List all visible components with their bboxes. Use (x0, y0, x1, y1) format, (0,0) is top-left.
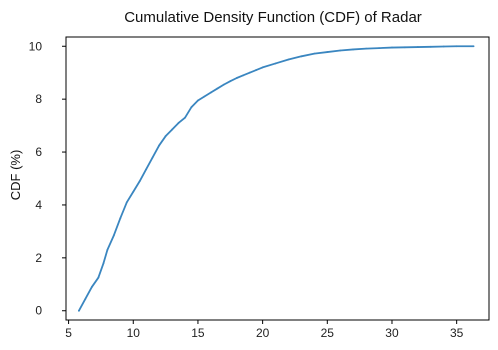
x-tick-label: 30 (385, 326, 399, 340)
cdf-point (158, 144, 161, 147)
cdf-point (106, 249, 109, 251)
cdf-point (177, 122, 180, 124)
cdf-point (78, 309, 80, 312)
cdf-point (203, 95, 206, 98)
chart-title: Cumulative Density Function (CDF) of Rad… (124, 9, 422, 26)
cdf-point (184, 116, 186, 119)
y-tick-label: 0 (35, 304, 42, 318)
cdf-point (339, 49, 342, 52)
x-tick-label: 20 (256, 326, 270, 340)
x-tick-label: 5 (65, 326, 72, 340)
series-marks (78, 45, 475, 312)
cdf-point (197, 99, 199, 102)
y-tick-label: 10 (29, 39, 43, 53)
cdf-point (313, 52, 316, 55)
cdf-point (326, 51, 329, 53)
cdf-point (261, 66, 264, 69)
cdf-point (365, 47, 368, 50)
x-tick-label: 10 (127, 326, 141, 340)
cdf-point (255, 69, 258, 71)
cdf-point (84, 297, 87, 300)
cdf-point (416, 46, 419, 48)
cdf-point (442, 45, 445, 48)
cdf-point (112, 234, 115, 237)
cdf-point (229, 80, 232, 83)
cdf-point (209, 91, 212, 94)
cdf-point (242, 74, 245, 77)
y-tick-label: 2 (35, 251, 42, 265)
cdf-point (171, 128, 173, 131)
y-axis-label: CDF (%) (8, 150, 23, 201)
cdf-point (391, 46, 393, 49)
y-tick-label: 8 (35, 92, 42, 106)
y-tick-label: 4 (35, 198, 42, 212)
cdf-point (151, 156, 154, 159)
cdf-line (78, 45, 475, 312)
cdf-point (235, 77, 238, 79)
plot-frame (65, 36, 490, 321)
cdf-point (90, 286, 93, 288)
cdf-point (300, 55, 303, 58)
x-tick-label: 15 (191, 326, 205, 340)
cdf-point (287, 58, 290, 61)
cdf-point (132, 190, 135, 193)
cdf-point (429, 45, 432, 48)
cdf-point (216, 87, 219, 90)
cdf-point (274, 62, 277, 65)
y-tick-label: 6 (35, 145, 42, 159)
cdf-point (119, 217, 122, 220)
cdf-point (455, 45, 458, 48)
cdf-point (97, 276, 100, 279)
cdf-point (125, 201, 128, 204)
cdf-point (472, 45, 475, 48)
x-tick-label: 35 (450, 326, 464, 340)
cdf-point (102, 262, 105, 265)
cdf-point (222, 83, 225, 86)
cdf-point (248, 71, 251, 74)
cdf-point (145, 168, 148, 171)
cdf-point (138, 180, 141, 183)
axis-ticks: 5 10 15 20 25 30 35 0 2 4 6 8 10 (29, 39, 464, 340)
cdf-point (164, 135, 167, 138)
cdf-point (352, 48, 355, 51)
cdf-point (404, 46, 406, 49)
cdf-point (190, 106, 193, 108)
cdf-point (378, 47, 380, 50)
x-tick-label: 25 (321, 326, 335, 340)
